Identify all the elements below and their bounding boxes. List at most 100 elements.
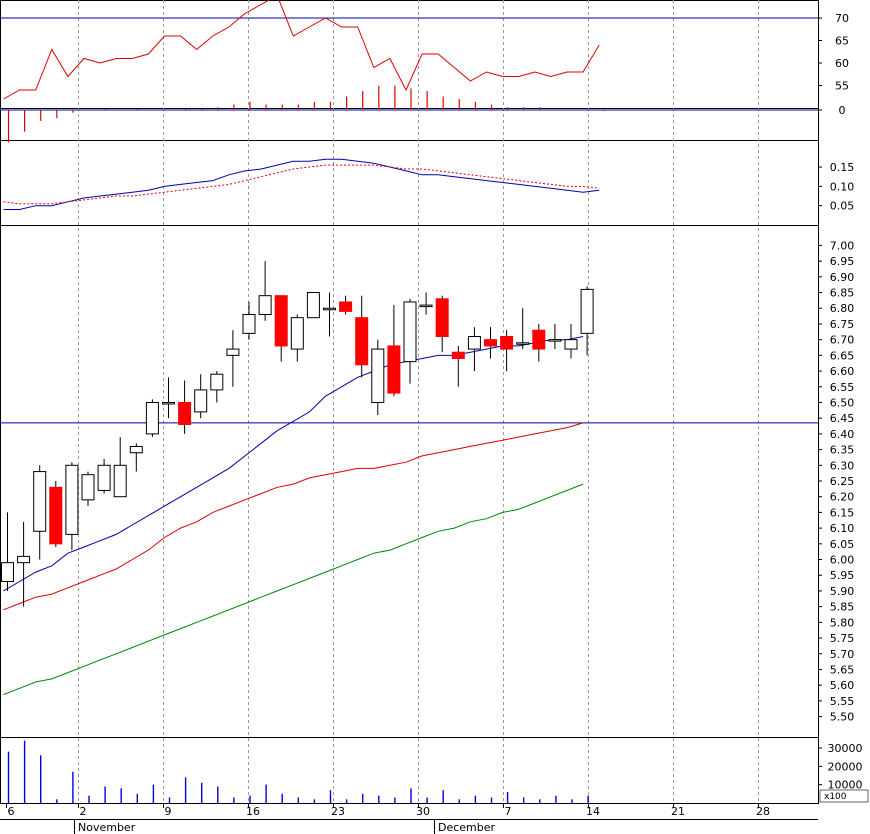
price-tick-label: 6.15 xyxy=(830,506,855,519)
macd-tick-label: 0.05 xyxy=(830,200,855,213)
ma-long-line xyxy=(3,483,584,696)
candle-body xyxy=(403,301,417,363)
candle-body xyxy=(323,307,336,311)
x-tick-label: 14 xyxy=(586,805,600,818)
macd-tick-label: 0.10 xyxy=(830,180,855,193)
price-tick-label: 6.10 xyxy=(830,522,855,535)
candle-body xyxy=(580,288,594,334)
candle-body xyxy=(97,464,111,491)
volume-tick-label: 30000 xyxy=(828,742,863,755)
x-tick-label: 30 xyxy=(416,805,430,818)
candle xyxy=(194,374,208,419)
candle xyxy=(113,437,127,498)
candle-body xyxy=(451,351,465,359)
candle-body xyxy=(1,562,14,583)
price-tick-label: 6.05 xyxy=(830,538,855,551)
candle-body xyxy=(419,304,433,308)
candle xyxy=(178,380,192,434)
month-label: November xyxy=(78,821,136,834)
price-tick-label: 5.90 xyxy=(830,585,855,598)
x-tick-label: 21 xyxy=(671,805,685,818)
candle xyxy=(145,399,159,438)
candle-body xyxy=(290,317,304,350)
price-tick-label: 5.95 xyxy=(830,569,855,582)
price-tick-label: 5.70 xyxy=(830,648,855,661)
x-tick-label: 16 xyxy=(246,805,260,818)
candle-body xyxy=(306,292,320,319)
price-tick-label: 6.90 xyxy=(830,271,855,284)
candle-body xyxy=(113,464,127,498)
plot-frame xyxy=(0,0,819,804)
candle-body xyxy=(81,474,95,501)
x-tick-label: 23 xyxy=(331,805,345,818)
candle xyxy=(339,295,353,315)
volume-unit-box xyxy=(819,789,869,803)
price-tick-label: 6.30 xyxy=(830,459,855,472)
candle xyxy=(516,308,530,350)
price-tick-label: 5.75 xyxy=(830,632,855,645)
candle xyxy=(129,443,143,472)
candle-body xyxy=(33,471,47,532)
rsi-tick-label: 65 xyxy=(835,35,849,48)
ma-mid-line xyxy=(3,422,584,611)
macd-line xyxy=(3,158,600,210)
candle-body xyxy=(516,342,530,345)
volume-unit-note: x100 xyxy=(824,792,847,802)
candle xyxy=(548,323,562,350)
price-tick-label: 6.50 xyxy=(830,396,855,409)
rsi-tick-label: 55 xyxy=(835,80,849,93)
candle xyxy=(162,377,175,419)
price-tick-label: 6.65 xyxy=(830,349,855,362)
candle-body xyxy=(387,345,401,394)
candle-body xyxy=(194,389,208,413)
x-tick-label: 6 xyxy=(8,805,15,818)
rsi-line xyxy=(3,0,600,100)
ma-short-line xyxy=(3,336,584,592)
x-tick-label: 2 xyxy=(80,805,87,818)
price-tick-label: 6.80 xyxy=(830,302,855,315)
candle xyxy=(97,459,111,494)
candle-body xyxy=(178,401,192,425)
candle xyxy=(65,462,79,551)
candle-body xyxy=(65,464,79,535)
x-tick-label: 9 xyxy=(165,805,172,818)
candle xyxy=(500,330,514,372)
candle xyxy=(49,481,63,547)
candle xyxy=(274,295,288,362)
candle xyxy=(564,323,578,359)
price-tick-label: 6.75 xyxy=(830,318,855,331)
candle-body xyxy=(548,339,562,342)
rsi-tick-label: 70 xyxy=(835,12,849,25)
candle xyxy=(451,345,465,387)
candle xyxy=(532,323,546,362)
candle xyxy=(371,339,385,416)
rsi-tick-label: 60 xyxy=(835,57,849,70)
candle xyxy=(387,305,401,397)
candle xyxy=(210,371,224,403)
candle-body xyxy=(355,317,369,366)
hist-tick-label: 0 xyxy=(839,104,846,117)
price-tick-label: 6.60 xyxy=(830,365,855,378)
candle-body xyxy=(242,314,256,334)
candle-body xyxy=(564,339,578,350)
candle xyxy=(323,292,336,337)
price-tick-label: 7.00 xyxy=(830,239,855,252)
price-tick-label: 5.85 xyxy=(830,601,855,614)
candle xyxy=(484,327,497,359)
price-tick-label: 6.45 xyxy=(830,412,855,425)
macd-tick-label: 0.15 xyxy=(830,161,855,174)
candle-body xyxy=(49,486,63,545)
candle-body xyxy=(484,339,497,347)
x-tick-label: 7 xyxy=(505,805,512,818)
candle xyxy=(258,261,272,321)
price-tick-label: 5.60 xyxy=(830,679,855,692)
price-tick-label: 5.50 xyxy=(830,711,855,724)
candle xyxy=(33,465,47,560)
price-tick-label: 5.55 xyxy=(830,695,855,708)
candle xyxy=(226,330,240,387)
candle-body xyxy=(210,373,224,391)
price-tick-label: 6.35 xyxy=(830,444,855,457)
candle-body xyxy=(226,348,240,356)
volume-tick-label: 10000 xyxy=(828,779,863,792)
candle xyxy=(355,295,369,378)
